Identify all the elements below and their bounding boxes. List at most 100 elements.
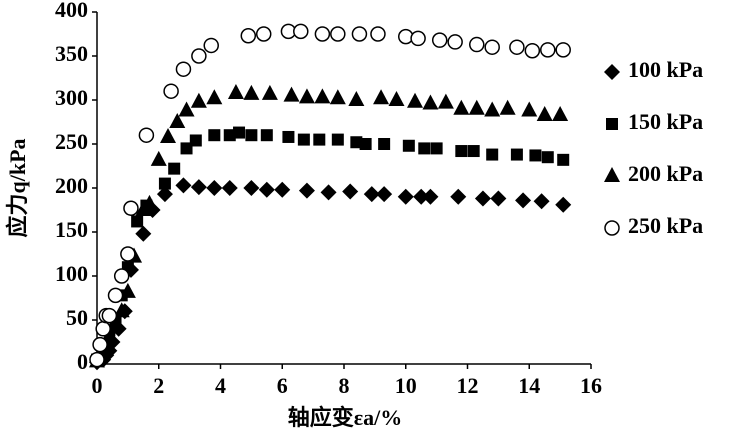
point [156,186,173,203]
x-tick-label: 10 [395,373,417,398]
point [484,39,500,55]
y-tick-label: 0 [77,349,88,374]
point [422,94,439,110]
point [455,145,468,158]
point [123,200,139,216]
point [413,188,430,205]
point [293,23,309,40]
point [509,39,525,55]
x-tick-label: 8 [339,373,350,398]
x-tick-label: 4 [215,373,226,398]
y-axis-label: 应力q/kPa [5,138,30,237]
point [515,192,532,209]
point [533,193,550,210]
point [243,180,260,196]
point [274,181,291,198]
point [221,180,238,196]
point [101,326,118,342]
point [92,336,108,353]
point [342,183,359,200]
point [529,149,542,162]
point [490,190,507,207]
legend-marker [604,64,620,80]
y-tick-label: 400 [55,0,88,22]
point [227,83,244,99]
point [510,148,523,161]
point [330,26,346,42]
point [240,28,257,44]
point [175,177,192,194]
point [245,129,258,142]
point [348,91,365,106]
legend-marker [604,167,620,182]
point [557,153,570,166]
y-tick-label: 250 [55,129,88,154]
y-tick-label: 100 [55,261,88,286]
point [101,307,118,324]
point [376,186,393,203]
point [359,138,372,150]
point [160,127,177,143]
x-tick-label: 6 [277,373,288,398]
point [555,196,572,213]
legend-label: 100 kPa [628,57,703,82]
point [313,133,326,146]
point [203,37,219,54]
point [422,188,439,205]
point [261,84,278,100]
x-tick-label: 2 [153,373,164,398]
point [329,89,346,105]
y-tick-label: 150 [55,217,88,242]
x-tick-label: 0 [92,373,103,398]
point [258,181,275,198]
point [135,225,152,242]
x-tick-label: 12 [457,373,479,398]
x-tick-label: 16 [580,373,602,398]
point [190,92,207,108]
point [450,188,467,205]
point [350,136,363,149]
point [541,151,554,164]
point [223,129,236,142]
point [208,129,221,142]
point [552,105,569,121]
point [163,83,179,99]
point [168,162,181,175]
legend-marker [606,118,618,130]
point [113,302,130,318]
point [189,134,202,147]
point [113,268,130,284]
point [178,101,195,117]
point [378,138,391,150]
point [402,139,415,152]
point [191,48,207,64]
point [180,142,193,155]
point [418,142,431,155]
point [467,145,480,158]
point [175,61,192,77]
point [95,321,111,337]
point [138,127,155,143]
point [119,282,136,298]
point [320,184,337,201]
point [499,99,516,115]
point [536,105,553,121]
point [89,351,105,368]
point [521,101,538,117]
point [431,32,448,48]
point [131,215,144,228]
point [141,194,158,210]
point [373,89,390,105]
legend-label: 150 kPa [628,109,703,134]
point [120,246,136,262]
point [555,42,571,58]
point [150,150,167,166]
point [397,188,414,205]
point [474,190,491,207]
point [282,130,295,143]
y-tick-label: 300 [55,85,88,110]
point [158,177,171,190]
point [283,86,300,102]
point [453,99,470,115]
